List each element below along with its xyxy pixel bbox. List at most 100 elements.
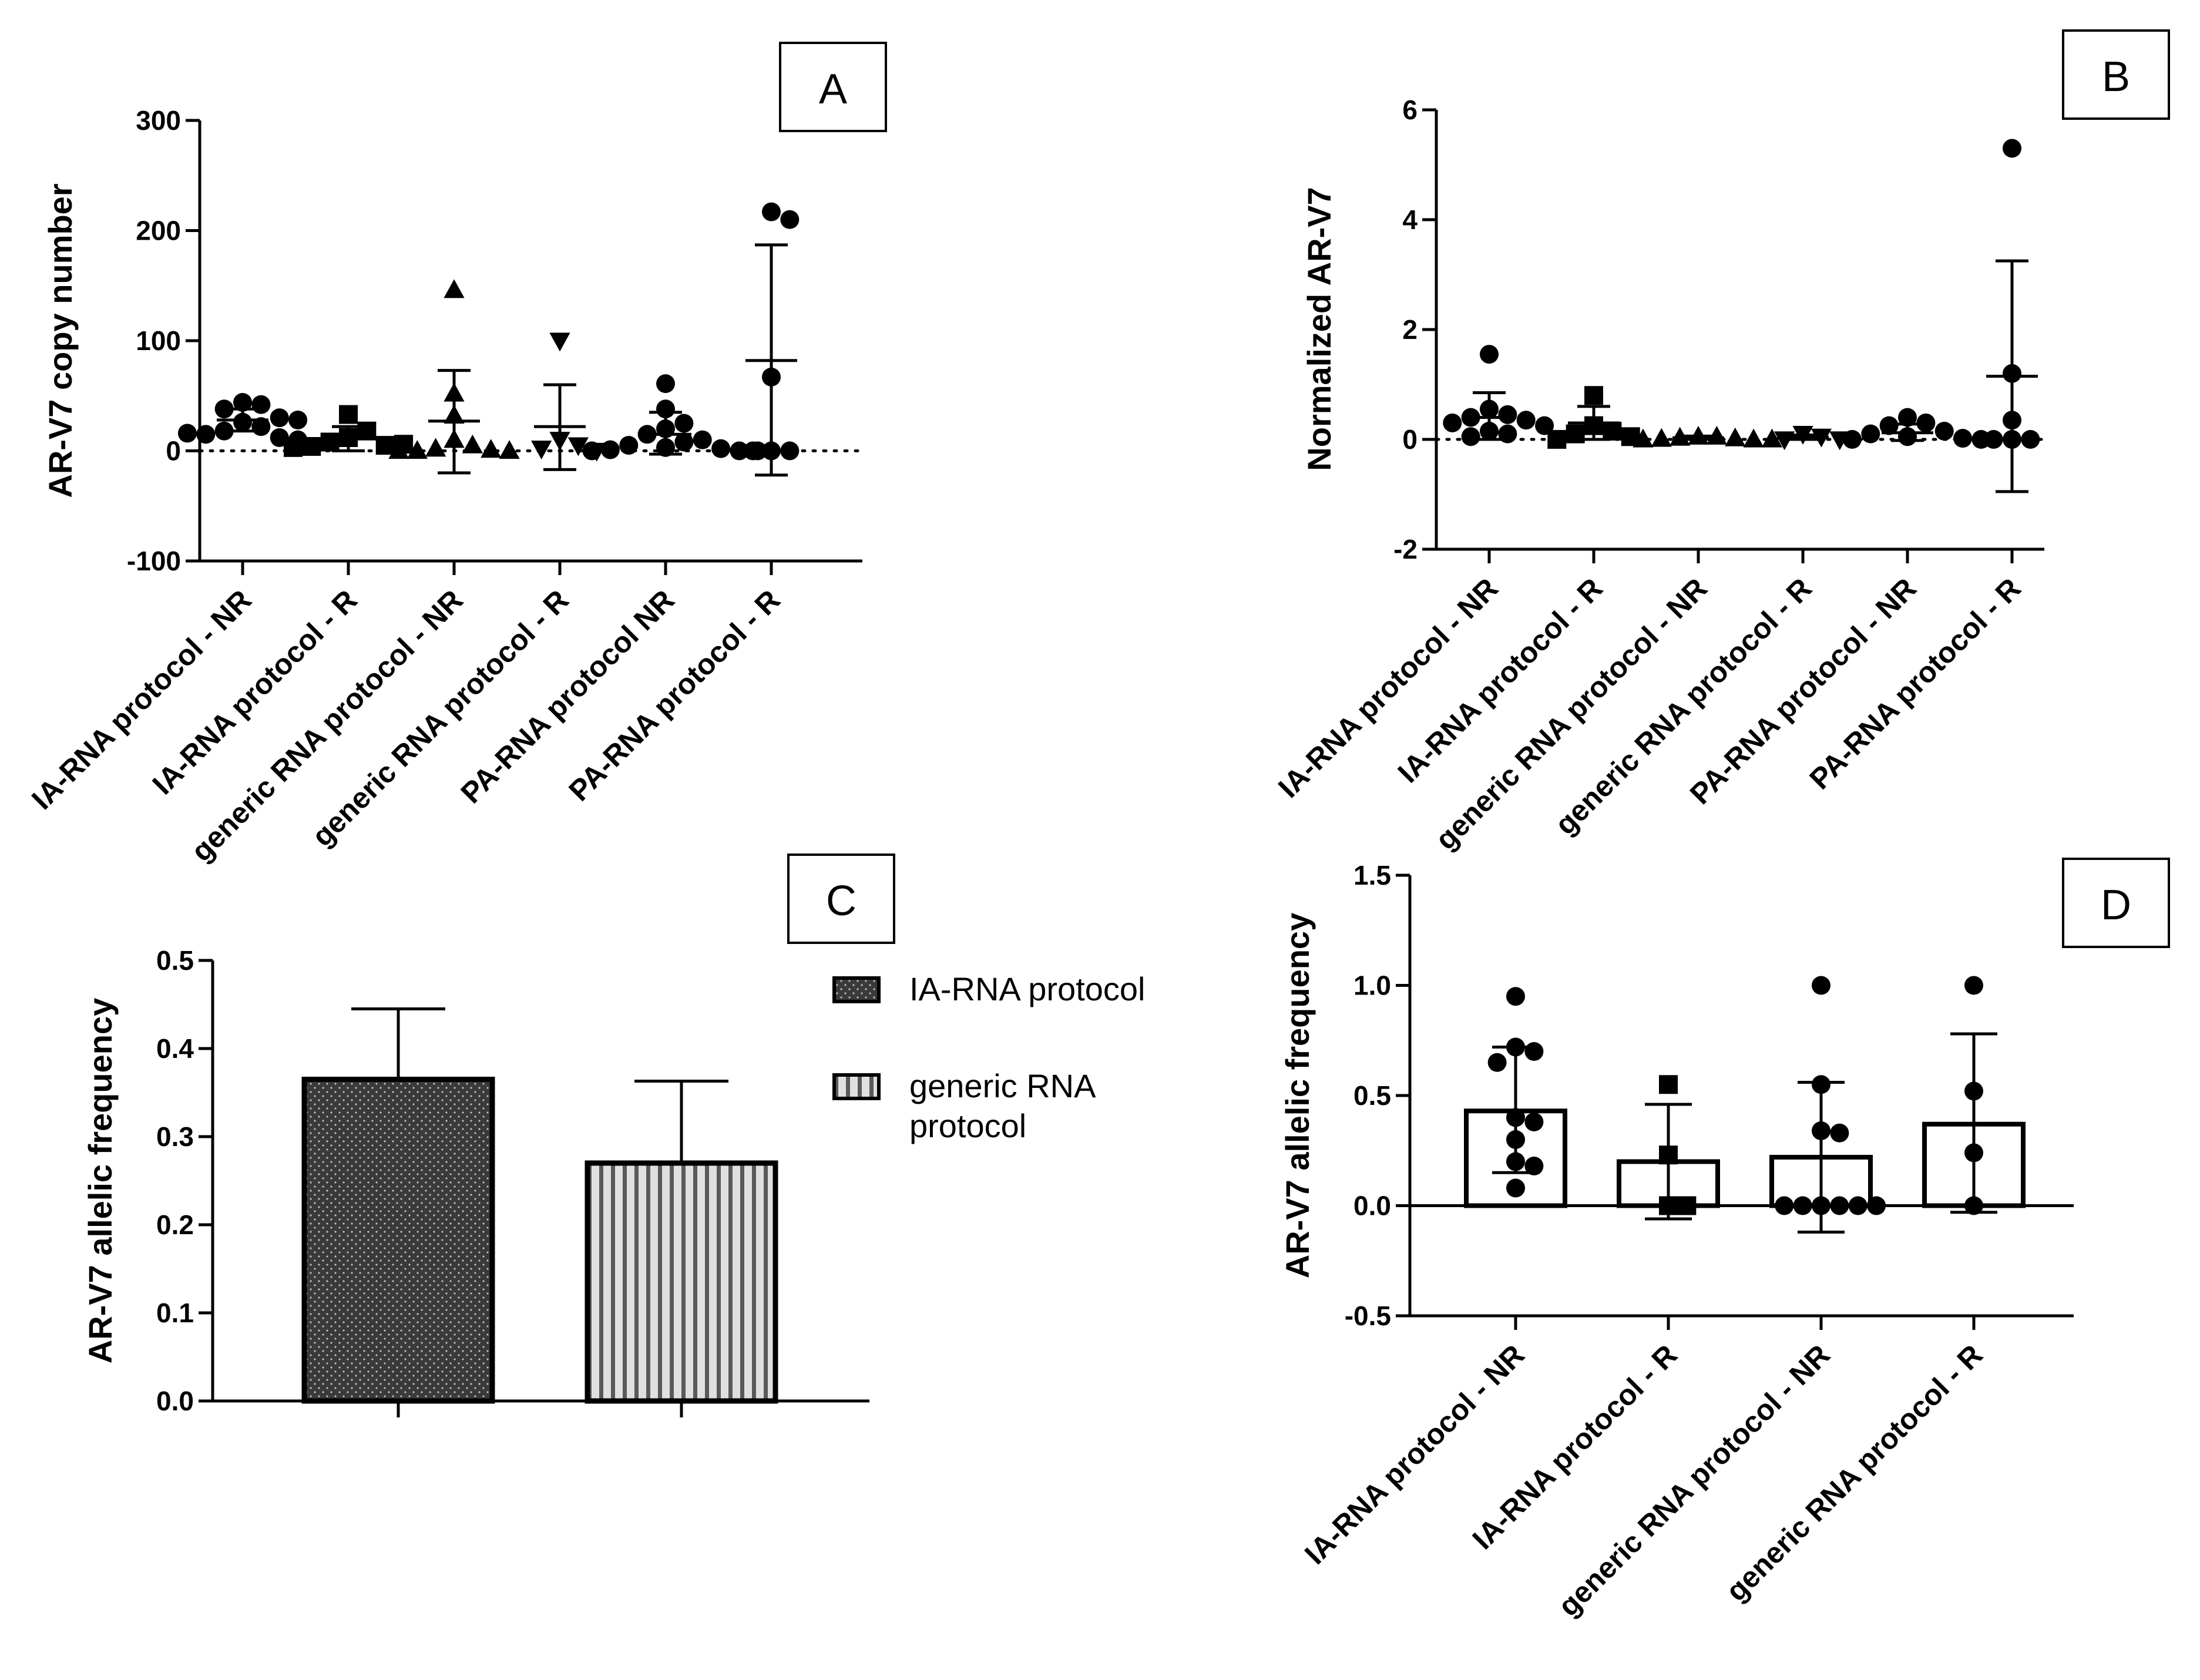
panel-d-data-point <box>1793 1196 1812 1215</box>
panel-a-data-point <box>425 438 446 457</box>
panel-label-b: B <box>2062 29 2170 120</box>
panel-a-data-point <box>320 432 340 452</box>
panel-c-legend-label: IA-RNA protocol <box>909 970 1146 1007</box>
panel-b-data-point <box>1861 424 1880 443</box>
panel-d-y-tick-label: 1.5 <box>1353 860 1391 891</box>
panel-b-data-point <box>1443 413 1462 432</box>
panel-a-data-point <box>444 279 465 298</box>
panel-d-data-point <box>1524 1113 1544 1131</box>
panel-label-a: A <box>779 42 887 132</box>
panel-b-data-point <box>1898 408 1917 427</box>
panel-d-data-point <box>1830 1196 1849 1215</box>
panel-c-legend-swatch <box>832 1073 881 1100</box>
panel-b-data-point <box>1879 416 1899 435</box>
panel-d-data-point <box>1964 976 1983 995</box>
panel-a-data-point <box>549 332 570 352</box>
panel-c-legend-label: protocol <box>909 1107 1026 1144</box>
panel-a-category-label: IA-RNA protocol - R <box>146 583 364 801</box>
panel-b-y-tick-label: 0 <box>1402 424 1418 455</box>
panel-b-y-tick-label: 4 <box>1402 204 1418 235</box>
panel-label-c: C <box>787 854 895 944</box>
panel-b-y-title: Normalized AR-V7 <box>1301 187 1338 471</box>
panel-a-data-point <box>567 437 589 456</box>
panel-d-data-point <box>1677 1196 1697 1215</box>
panel-a-data-point <box>582 441 602 461</box>
panel-b-data-point <box>1725 427 1746 446</box>
panel-a-data-point <box>388 440 409 459</box>
panel-d-data-point <box>1506 1178 1525 1198</box>
panel-b-y-tick-label: 6 <box>1402 95 1418 125</box>
panel-c-bar <box>301 1077 495 1404</box>
panel-a-category-label: PA-RNA protocol NR <box>455 583 681 809</box>
panel-a-data-point <box>780 441 800 461</box>
panel-a-data-point <box>375 436 395 455</box>
panel-a-data-point <box>251 395 271 414</box>
panel-a-data-point <box>674 432 694 452</box>
panel-a-data-point <box>283 438 303 457</box>
panel-a-data-point <box>619 436 639 455</box>
panel-a-data-point <box>481 439 502 458</box>
panel-a-data-point <box>196 425 216 444</box>
panel-b-data-point <box>2021 430 2040 449</box>
panel-a-data-point <box>302 437 321 456</box>
panel-a-data-point <box>407 440 428 459</box>
panel-d-category-label: generic RNA protocol - R <box>1719 1338 1989 1608</box>
panel-label-d-text: D <box>2101 882 2131 929</box>
panel-c-legend-swatch <box>832 976 881 1003</box>
panel-b-data-point <box>1743 428 1764 448</box>
panel-a-data-point <box>531 441 552 460</box>
panel-b-data-point <box>1842 430 1862 449</box>
panel-a-data-point <box>730 441 749 461</box>
panel-a-data-point <box>674 414 694 433</box>
panel-d-data-point <box>1848 1196 1868 1215</box>
panel-b-data-point <box>1633 428 1654 448</box>
panel-a-y-tick-label: 300 <box>136 105 181 136</box>
panel-b-data-point <box>1498 405 1517 424</box>
panel-a-data-point <box>177 424 197 443</box>
panel-d-y-tick-label: 0.5 <box>1353 1080 1391 1111</box>
panel-b-data-point <box>2003 139 2021 158</box>
panel-b-data-point <box>1603 421 1622 441</box>
panel-b-data-point <box>1761 428 1783 448</box>
panel-c-y-tick-label: 0.3 <box>156 1121 194 1152</box>
panel-b-y-tick-label: 2 <box>1402 314 1418 345</box>
panel-a-chart: -100 0 100 200 300 AR-V7 copy number IA-RNA pr… <box>25 105 864 868</box>
panel-a-category-label: IA-RNA protocol - NR <box>25 583 258 816</box>
panel-b-data-point <box>1984 430 2003 449</box>
panel-a-y-title: AR-V7 copy number <box>42 183 79 498</box>
panel-a-data-point <box>462 434 483 453</box>
panel-c-y-tick-label: 0.2 <box>156 1209 194 1240</box>
panel-b-data-point <box>1953 429 1973 448</box>
panel-b-y-tick-label: -2 <box>1393 534 1418 565</box>
panel-b-category-label: PA-RNA protocol - R <box>1803 572 2027 795</box>
panel-b-chart: -2 0 2 4 6 Normalized AR-V7 IA-RNA protocol - … <box>1272 95 2046 856</box>
panel-c-y-tick-label: 0.5 <box>156 945 194 976</box>
panel-c-chart: 0.0 0.1 0.2 0.3 0.4 0.5 AR-V7 allelic frequenc… <box>82 945 1146 1417</box>
panel-a-data-point <box>780 210 800 229</box>
panel-d-data-point <box>1867 1196 1886 1215</box>
panel-a-data-point <box>656 374 675 394</box>
panel-a-y-tick-label: 100 <box>136 325 181 356</box>
panel-d-y-tick-label: 1.0 <box>1353 970 1391 1001</box>
panel-b-data-point <box>1516 411 1536 430</box>
panel-a-data-point <box>288 411 308 429</box>
panel-c-y-title: AR-V7 allelic frequency <box>82 998 119 1363</box>
panel-d-data-point <box>1812 976 1830 995</box>
panel-d-data-point <box>1524 1042 1544 1061</box>
panel-a-data-point <box>600 440 620 459</box>
panel-a-data-point <box>233 393 252 412</box>
panel-d-category-label: generic RNA protocol - NR <box>1552 1338 1836 1622</box>
panel-b-data-point <box>1480 345 1499 364</box>
panel-d-data-point <box>1659 1075 1678 1094</box>
panel-a-y-tick-label: 200 <box>136 216 181 246</box>
panel-b-data-point <box>1584 386 1603 405</box>
panel-d-y-tick-label: -0.5 <box>1345 1301 1391 1331</box>
panel-a-y-tick-label: 0 <box>166 436 181 466</box>
panel-d-data-point <box>1506 987 1525 1006</box>
panel-a-data-point <box>762 202 781 221</box>
panel-b-data-point <box>1916 413 1936 432</box>
panel-d-data-point <box>1775 1196 1794 1215</box>
panel-b-data-point <box>1461 427 1480 446</box>
panel-a-data-point <box>214 421 234 441</box>
